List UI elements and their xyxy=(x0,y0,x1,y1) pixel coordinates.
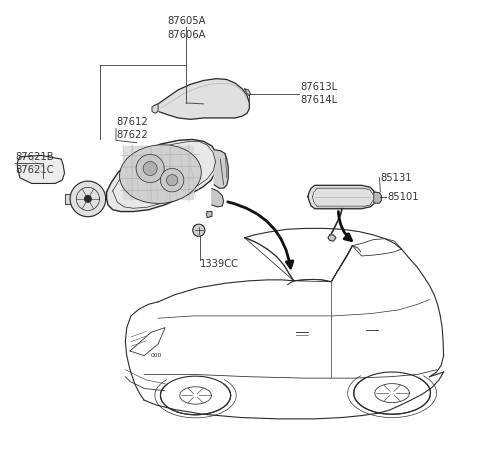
Polygon shape xyxy=(328,235,336,241)
Text: 87622: 87622 xyxy=(116,130,148,140)
Polygon shape xyxy=(308,185,377,209)
Text: 1339CC: 1339CC xyxy=(200,259,239,270)
Polygon shape xyxy=(212,189,224,207)
Polygon shape xyxy=(64,194,70,204)
Circle shape xyxy=(167,175,178,186)
Polygon shape xyxy=(107,139,217,212)
Text: OOO: OOO xyxy=(150,353,161,358)
Polygon shape xyxy=(84,196,91,202)
Text: 87621C: 87621C xyxy=(15,165,54,175)
Text: 87605A: 87605A xyxy=(167,16,205,26)
Polygon shape xyxy=(17,155,64,183)
Text: 87613L: 87613L xyxy=(301,81,338,92)
Polygon shape xyxy=(214,150,228,188)
Circle shape xyxy=(193,224,205,236)
Text: 85131: 85131 xyxy=(381,173,412,183)
Text: 87606A: 87606A xyxy=(167,30,205,40)
Polygon shape xyxy=(206,212,212,218)
Circle shape xyxy=(136,154,164,183)
Polygon shape xyxy=(155,79,250,119)
Text: 85101: 85101 xyxy=(387,192,419,203)
Polygon shape xyxy=(152,104,158,113)
Polygon shape xyxy=(374,192,381,203)
Circle shape xyxy=(143,161,157,176)
Text: 87612: 87612 xyxy=(116,117,148,127)
Polygon shape xyxy=(123,146,193,199)
Text: 87621B: 87621B xyxy=(15,152,54,162)
Text: 87614L: 87614L xyxy=(301,95,338,105)
Polygon shape xyxy=(375,194,380,201)
Polygon shape xyxy=(70,181,106,217)
Circle shape xyxy=(160,168,184,192)
Ellipse shape xyxy=(120,145,201,204)
Polygon shape xyxy=(245,89,250,96)
